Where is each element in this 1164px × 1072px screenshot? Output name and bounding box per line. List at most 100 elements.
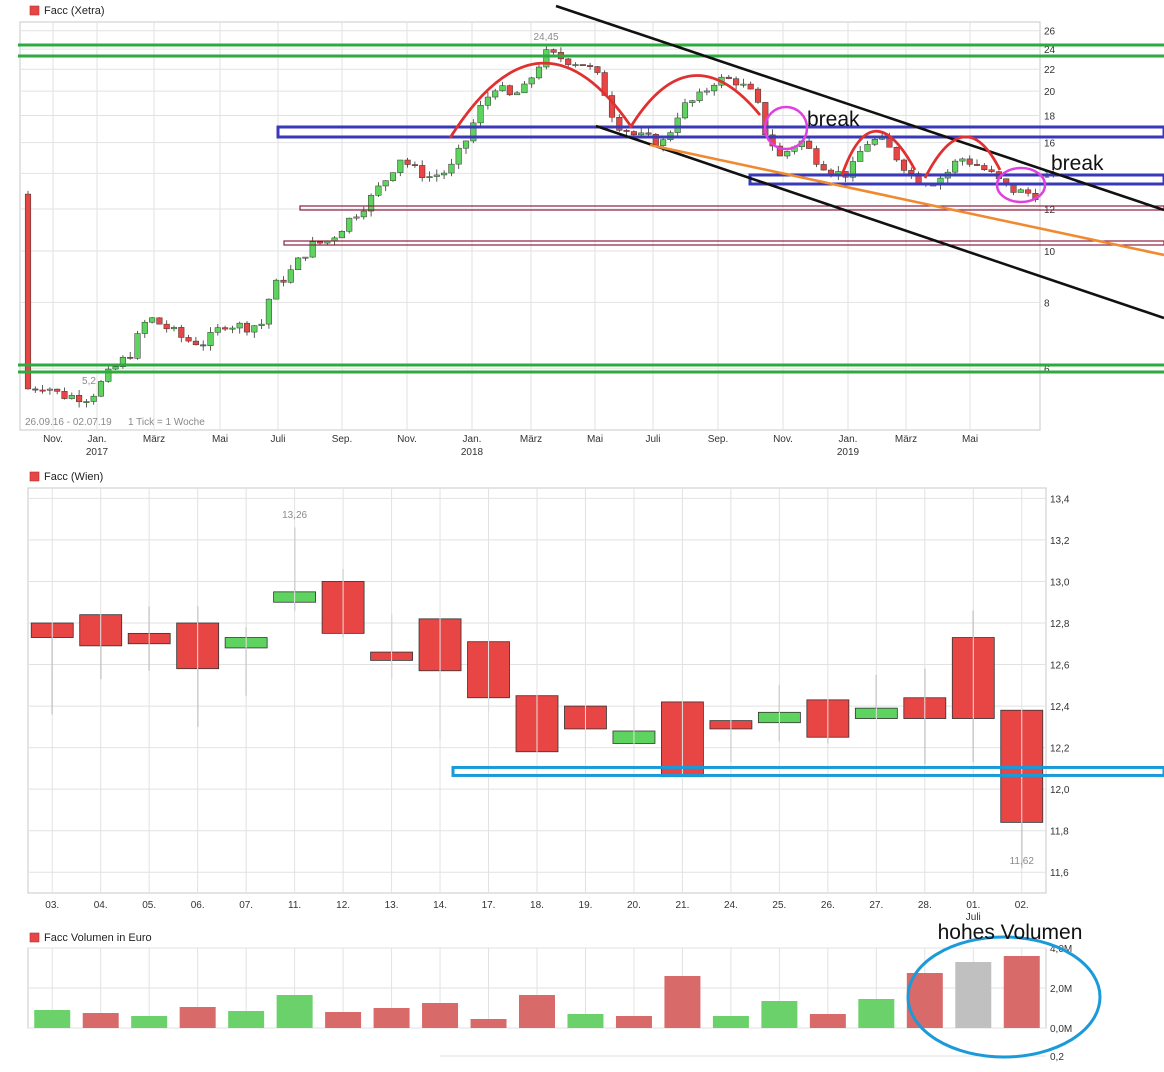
red-right-arc-1 [840, 129, 917, 176]
volume-bar [325, 1012, 362, 1028]
panel1-title-swatch [29, 5, 40, 16]
volume-bar [470, 1019, 507, 1028]
candle-up [119, 356, 126, 367]
candle-up [265, 298, 272, 325]
candle-up [90, 395, 97, 402]
panel2-y-tick-label: 11,6 [1050, 868, 1069, 879]
volume-bar [955, 962, 992, 1028]
candle-down [411, 164, 418, 166]
candle-up [696, 91, 703, 101]
candle-down [587, 65, 594, 67]
panel2-x-tick-label: 14. [433, 900, 447, 911]
panel1-x-tick-label: Juli [645, 434, 660, 445]
panel2-x-tick-label: 02. [1015, 900, 1029, 911]
candle-up [849, 161, 856, 178]
cyan-support-zone [451, 765, 1164, 777]
candle-down [594, 66, 601, 73]
candle-up [784, 151, 791, 157]
panel2-x-tick-label: 26. [821, 900, 835, 911]
candle-down [754, 88, 762, 103]
candle-up [638, 132, 645, 136]
candle-down [54, 388, 61, 392]
panel1-x-tick-label: Nov. [397, 434, 417, 445]
panel2-x-tick-label: 18. [530, 900, 544, 911]
candle-down [747, 83, 754, 90]
panel1-x-year-label: 2018 [461, 447, 484, 458]
candle-up [492, 90, 499, 98]
candle-down [156, 317, 163, 325]
panel2-y-tick-label: 12,6 [1050, 661, 1070, 672]
candle-down [820, 164, 827, 171]
volume-bar [131, 1016, 168, 1028]
black-channel-lower [595, 124, 1164, 320]
red-shoulder-arc [628, 74, 762, 129]
magenta-break-circle [763, 105, 809, 151]
panel2-x-tick-label: 20. [627, 900, 641, 911]
candle-up [134, 333, 141, 359]
candle-up [251, 325, 258, 333]
panel1-x-tick-label: März [143, 434, 165, 445]
panel2-x-tick-label: 12. [336, 900, 350, 911]
red-right-arc-2 [923, 135, 1002, 179]
orange-trend-line [649, 143, 1164, 257]
panel2-y-tick-label: 13,0 [1050, 577, 1070, 588]
candle-up [740, 83, 747, 86]
panel2-x-tick-label: 21. [675, 900, 689, 911]
candle-down [1010, 184, 1017, 193]
panel2-x-tick-label: 06. [191, 900, 205, 911]
volume-bar [34, 1010, 71, 1028]
panel2-x-tick-label: 24. [724, 900, 738, 911]
candle-down [76, 395, 83, 403]
panel1-interval-label: 1 Tick = 1 Woche [128, 417, 205, 428]
candle-up [572, 64, 579, 66]
candle-up [462, 140, 470, 149]
panel2-x-tick-label: 28. [918, 900, 932, 911]
candle-down [733, 78, 740, 86]
panel2-month-label: Juli [966, 912, 981, 923]
candle-up [360, 210, 367, 218]
candle-up [528, 77, 535, 85]
candle-up [368, 195, 375, 212]
candle-down [185, 337, 192, 342]
panel2-y-tick-label: 13,4 [1050, 494, 1070, 505]
panel1-x-tick-label: Jan. [463, 434, 482, 445]
panel2-y-tick-label: 12,4 [1050, 702, 1070, 713]
candle-up [141, 321, 148, 334]
panel1-y-tick-label: 24 [1044, 45, 1056, 56]
candle-down [178, 327, 185, 338]
panel1-x-tick-label: Mai [212, 434, 228, 445]
blue-resistance-zone [276, 125, 1164, 139]
candle-up [1017, 189, 1024, 193]
candle-up [864, 144, 871, 152]
panel1-candles [24, 46, 1039, 408]
candle-down [316, 241, 324, 244]
candle-up [229, 327, 236, 330]
candle-up [514, 92, 521, 96]
volume-bar [761, 1001, 798, 1028]
volume-bar [228, 1011, 265, 1028]
candle-up [455, 147, 462, 165]
candle-down [163, 323, 170, 330]
volume-bar [858, 999, 895, 1028]
hohes-volumen-label: hohes Volumen [938, 921, 1083, 944]
panel1-x-tick-label: März [895, 434, 917, 445]
candle-up [105, 368, 112, 382]
candle-down [192, 340, 199, 346]
panel1-x-tick-label: Mai [587, 434, 603, 445]
panel1-x-year-label: 2019 [837, 447, 860, 458]
candle-up [535, 66, 543, 79]
panel1-title: Facc (Xetra) [44, 5, 105, 17]
candle-down [579, 64, 586, 66]
candle-up [703, 90, 710, 93]
candle-down [966, 158, 973, 165]
candle-up [959, 158, 966, 162]
candle-down [806, 140, 813, 149]
candle-up [674, 117, 681, 133]
candle-down [813, 148, 820, 165]
panel2-x-tick-label: 17. [482, 900, 496, 911]
candle-up [170, 327, 178, 330]
panel1-x-tick-label: Mai [962, 434, 978, 445]
candle-down [893, 146, 900, 161]
dark-red-level-line [283, 240, 1164, 246]
candle-up [470, 122, 477, 142]
